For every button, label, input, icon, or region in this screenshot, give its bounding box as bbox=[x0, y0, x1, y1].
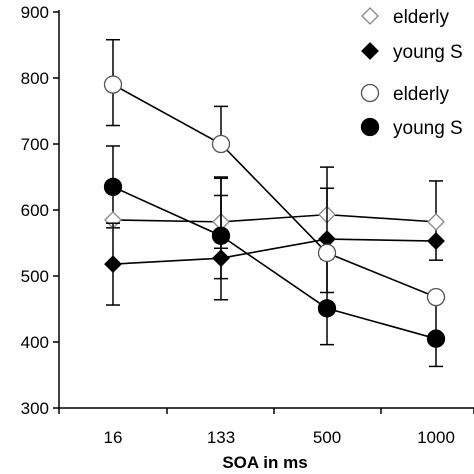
legend-marker bbox=[360, 117, 380, 137]
data-point bbox=[427, 232, 445, 250]
legend-label: young S bbox=[393, 42, 463, 63]
series-circle-open bbox=[103, 38, 446, 307]
legend: elderly young S elderly young S bbox=[360, 7, 463, 139]
data-point bbox=[317, 299, 337, 318]
x-tick-label: 133 bbox=[207, 428, 235, 447]
data-point bbox=[427, 212, 445, 231]
data-point bbox=[426, 329, 446, 348]
series-line bbox=[112, 238, 437, 265]
y-tick-label: 700 bbox=[21, 135, 49, 154]
legend-marker bbox=[361, 42, 379, 60]
y-tick-label: 500 bbox=[21, 267, 49, 286]
y-tick-label: 300 bbox=[21, 399, 49, 418]
data-point bbox=[104, 255, 122, 274]
series-circle-filled bbox=[103, 145, 446, 368]
y-tick-label: 400 bbox=[21, 333, 49, 352]
y-tick-label: 800 bbox=[21, 69, 49, 88]
legend-marker bbox=[360, 83, 380, 103]
x-tick-label: 500 bbox=[313, 428, 341, 447]
series-line bbox=[112, 83, 437, 298]
legend-label: elderly bbox=[393, 7, 449, 28]
data-point bbox=[103, 177, 123, 197]
series-diamond-open bbox=[104, 176, 445, 261]
series-layer bbox=[103, 38, 446, 368]
x-tick-label: 16 bbox=[104, 428, 123, 447]
series-line bbox=[112, 186, 437, 340]
data-point bbox=[103, 75, 123, 94]
legend-label: young S bbox=[393, 118, 463, 139]
data-point bbox=[426, 287, 446, 307]
legend-marker bbox=[361, 7, 379, 25]
data-point bbox=[211, 134, 231, 154]
series-diamond-filled bbox=[104, 194, 445, 306]
data-point bbox=[211, 226, 231, 245]
x-tick-label: 1000 bbox=[417, 428, 455, 447]
legend-label: elderly bbox=[393, 84, 449, 105]
y-tick-label: 900 bbox=[21, 3, 49, 22]
axes: 300 400 500 600 700 800 900 16 133 500 1000 bbox=[21, 3, 474, 447]
series-line bbox=[112, 213, 437, 223]
x-axis-title: SOA in ms bbox=[222, 453, 307, 472]
data-point bbox=[317, 243, 337, 263]
y-tick-label: 600 bbox=[21, 201, 49, 220]
